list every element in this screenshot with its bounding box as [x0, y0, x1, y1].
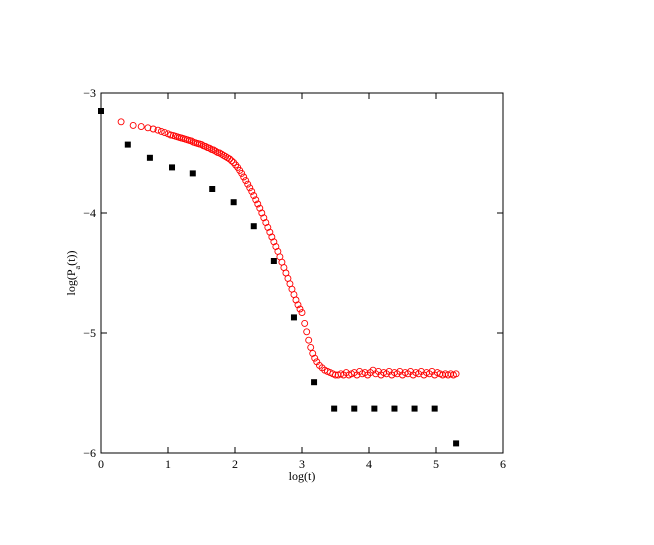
data-point-square	[189, 170, 196, 177]
data-point-square	[169, 164, 176, 171]
data-point-circle	[266, 228, 274, 236]
data-point-square	[311, 379, 318, 386]
data-point-square	[431, 405, 438, 412]
y-axis-label-tail: (t))	[64, 251, 78, 266]
data-point-circle	[292, 296, 300, 304]
data-point-square	[250, 223, 257, 230]
data-point-square	[146, 154, 153, 161]
data-point-circle	[248, 187, 256, 195]
data-point-square	[351, 405, 358, 412]
data-point-circle	[212, 147, 220, 155]
data-point-circle	[268, 233, 276, 241]
data-point-square	[98, 108, 104, 114]
data-point-square	[391, 405, 398, 412]
data-point-circle	[303, 328, 311, 336]
data-point-square	[230, 199, 237, 206]
data-point-circle	[296, 305, 304, 313]
data-point-circle	[149, 125, 157, 133]
data-point-square	[209, 186, 216, 192]
x-tick-label: 5	[433, 457, 439, 471]
data-point-circle	[161, 129, 169, 137]
data-point-circle	[294, 301, 302, 309]
data-point-square	[371, 405, 378, 412]
data-point-square	[411, 405, 418, 412]
data-point-circle	[144, 124, 152, 132]
data-point-circle	[129, 121, 137, 129]
data-point-square	[453, 440, 460, 447]
data-point-circle	[242, 177, 250, 185]
data-point-circle	[216, 149, 224, 157]
x-tick-label: 0	[98, 457, 104, 471]
x-tick-label: 3	[299, 457, 305, 471]
data-point-circle	[222, 153, 230, 161]
y-tick-label: −5	[83, 326, 96, 340]
data-point-circle	[228, 157, 236, 165]
data-point-circle	[270, 238, 278, 246]
data-point-circle	[258, 209, 266, 217]
data-point-circle	[256, 204, 264, 212]
data-point-circle	[332, 371, 339, 379]
data-point-circle	[238, 169, 246, 177]
data-point-circle	[240, 173, 248, 181]
tick-labels: 0 1 2 3 4 5 6 −6 −5 −4 −3	[83, 86, 506, 471]
data-point-circle	[246, 184, 254, 192]
y-tick-label: −3	[83, 86, 96, 100]
data-point-circle	[187, 137, 195, 145]
data-point-circle	[309, 349, 317, 357]
data-point-circle	[262, 219, 270, 227]
plot-frame	[100, 92, 504, 454]
data-series	[98, 108, 460, 447]
data-point-square	[290, 314, 297, 321]
data-point-circle	[244, 180, 252, 188]
data-point-circle	[198, 141, 205, 149]
data-point-square	[270, 258, 277, 264]
x-tick-label: 4	[366, 457, 372, 471]
data-point-circle	[157, 127, 165, 135]
data-point-circle	[305, 336, 313, 344]
data-point-circle	[252, 196, 260, 204]
data-point-square	[124, 141, 131, 148]
data-point-circle	[226, 155, 234, 163]
data-point-circle	[452, 370, 460, 378]
data-point-circle	[154, 126, 162, 134]
data-point-circle	[167, 131, 175, 139]
data-point-circle	[260, 214, 268, 222]
data-point-square	[331, 405, 338, 412]
series-1	[98, 108, 460, 447]
data-point-circle	[220, 151, 228, 159]
data-point-circle	[210, 146, 218, 154]
data-point-circle	[250, 192, 258, 200]
y-axis-label-sub: a	[73, 265, 82, 269]
data-point-circle	[298, 309, 306, 317]
x-tick-label: 6	[500, 457, 506, 471]
data-point-circle	[137, 123, 145, 131]
x-tick-label: 1	[165, 457, 171, 471]
data-point-circle	[202, 142, 209, 150]
data-point-circle	[117, 118, 125, 126]
data-point-circle	[301, 319, 309, 327]
data-point-circle	[272, 243, 280, 251]
data-point-circle	[218, 150, 226, 158]
data-point-circle	[206, 144, 213, 152]
data-point-circle	[307, 343, 315, 351]
y-axis-label-main: log(P	[64, 269, 78, 295]
y-axis-label: log(Pa(t))	[64, 251, 82, 296]
series-0	[117, 118, 460, 379]
y-tick-label: −4	[83, 206, 96, 220]
data-point-circle	[264, 223, 272, 231]
data-point-circle	[232, 161, 240, 169]
data-point-circle	[311, 354, 319, 362]
data-point-circle	[254, 200, 262, 208]
x-axis-label: log(t)	[289, 469, 316, 483]
y-tick-label: −6	[83, 446, 96, 460]
data-point-circle	[230, 159, 238, 167]
x-tick-label: 2	[232, 457, 238, 471]
ticks	[100, 92, 504, 454]
